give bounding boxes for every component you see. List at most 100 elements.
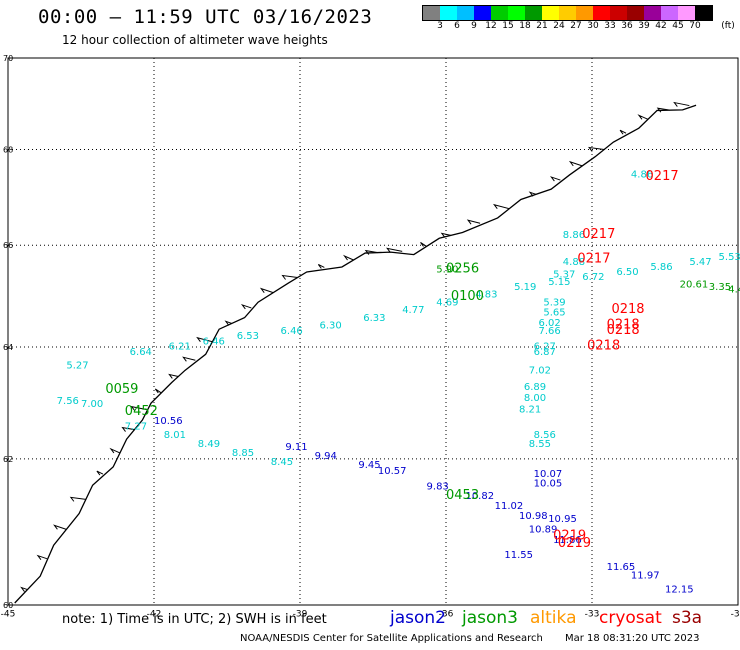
- colorbar-label: 70: [689, 21, 701, 31]
- satellite-legend-s3a: s3a: [672, 608, 703, 628]
- wave-height-value: 6.30: [319, 321, 341, 332]
- wave-height-value: 11.97: [631, 570, 660, 581]
- lat-tick-label: 68: [3, 145, 13, 154]
- wave-height-value: 11.55: [504, 550, 533, 561]
- colorbar-swatch: [661, 6, 678, 20]
- colorbar-label: 6: [454, 21, 460, 31]
- wave-height-value: 11.02: [495, 501, 524, 512]
- wave-height-value: 10.07: [534, 469, 563, 480]
- colorbar-label: 15: [502, 21, 514, 31]
- colorbar-unit: (ft): [721, 21, 735, 31]
- colorbar-swatch: [457, 6, 474, 20]
- colorbar-label: 12: [485, 21, 497, 31]
- wave-height-value: 5.15: [548, 277, 570, 288]
- colorbar-label: 3: [437, 21, 443, 31]
- wave-height-value: 6.64: [130, 347, 152, 358]
- colorbar-swatch: [627, 6, 644, 20]
- colorbar-label: 24: [553, 21, 565, 31]
- wave-height-value: 10.56: [154, 416, 183, 427]
- satellite-legend-jason3: jason3: [462, 608, 518, 628]
- pass-time-label: 0100: [451, 289, 484, 304]
- colorbar-label: 27: [570, 21, 582, 31]
- footer-timestamp: Mar 18 08:31:20 UTC 2023: [565, 633, 700, 644]
- coastline-fjords: [20, 101, 690, 592]
- wave-height-value: 6.53: [237, 331, 259, 342]
- colorbar-swatch: [525, 6, 542, 20]
- wave-height-value: 5.65: [543, 308, 565, 319]
- wave-height-value: 6.89: [524, 382, 546, 393]
- wave-height-value: 9.45: [358, 460, 380, 471]
- wave-height-value: 6.27: [534, 342, 556, 353]
- wave-height-value: 4.77: [402, 305, 424, 316]
- wave-height-value: 10.89: [529, 525, 558, 536]
- colorbar-label: 42: [655, 21, 667, 31]
- wave-height-value: 8.49: [198, 439, 220, 450]
- wave-height-value: 6.02: [538, 318, 560, 329]
- colorbar-swatch: [559, 6, 576, 20]
- wave-height-value: 5.27: [66, 360, 88, 371]
- pass-time-label: 0219: [558, 536, 591, 551]
- colorbar-label: 45: [672, 21, 684, 31]
- wave-height-value: 5.37: [553, 269, 575, 280]
- wave-height-value: 8.86: [563, 230, 585, 241]
- wave-height-value: 7.66: [538, 326, 560, 337]
- wave-height-value: 7.00: [81, 399, 103, 410]
- lon-tick-label: -42: [147, 610, 162, 620]
- wave-height-value: 8.55: [529, 439, 551, 450]
- lon-tick-label: -33: [585, 610, 600, 620]
- colorbar-swatch: [644, 6, 661, 20]
- wave-height-value: 6.46: [281, 326, 303, 337]
- wave-height-value: 7.56: [57, 396, 79, 407]
- colorbar-label: 30: [587, 21, 599, 31]
- colorbar-swatch: [678, 6, 695, 20]
- lat-tick-label: 66: [3, 241, 13, 250]
- lat-tick-label: 70: [3, 54, 13, 63]
- wave-height-value: 8.00: [524, 393, 546, 404]
- wave-height-value: 8.45: [271, 457, 293, 468]
- wave-height-value: 6.87: [534, 347, 556, 358]
- wave-height-value: 12.15: [665, 584, 694, 595]
- wave-height-value: 5.86: [650, 262, 672, 273]
- colorbar-swatch: [695, 6, 712, 20]
- pass-time-label: 0256: [446, 261, 479, 276]
- wave-height-value: 5.19: [514, 282, 536, 293]
- wave-height-value: 9.94: [315, 451, 337, 462]
- wave-height-value: 10.98: [519, 511, 548, 522]
- page-subtitle: 12 hour collection of altimeter wave hei…: [62, 33, 328, 47]
- wave-height-value: 6.21: [169, 342, 191, 353]
- pass-time-label: 0453: [446, 488, 479, 503]
- wave-height-value: 20.61: [680, 280, 709, 291]
- wave-height-value: 4.88: [563, 257, 585, 268]
- lat-tick-label: 62: [3, 455, 13, 464]
- pass-time-label: 0217: [646, 169, 679, 184]
- wave-height-value: 4.83: [475, 290, 497, 301]
- wave-height-value: 8.56: [534, 430, 556, 441]
- pass-time-label: 0452: [125, 404, 158, 419]
- colorbar-swatch: [440, 6, 457, 20]
- wave-height-value: 7.27: [125, 421, 147, 432]
- colorbar-labels: 3 6 9 12 15 18 21 24 27 30 33 36 39 42 45 70 (ft): [422, 21, 740, 33]
- lon-tick-label: -30: [731, 610, 740, 620]
- wave-height-value: 6.72: [582, 272, 604, 283]
- wave-height-value: 8.21: [519, 404, 541, 415]
- colorbar-label: 36: [621, 21, 633, 31]
- pass-time-label: 0218: [607, 323, 640, 338]
- wave-height-value: 11.86: [553, 535, 582, 546]
- satellite-legend-altika: altika: [530, 608, 577, 628]
- colorbar-swatch: [576, 6, 593, 20]
- wave-height-value: 5.53: [719, 252, 740, 263]
- greenland-coastline: [14, 104, 697, 604]
- map-frame: [7, 57, 739, 606]
- colorbar-swatch: [491, 6, 508, 20]
- satellite-legend-jason2: jason2: [390, 608, 446, 628]
- colorbar-swatch: [474, 6, 491, 20]
- wave-height-value: 6.33: [363, 313, 385, 324]
- colorbar-swatch: [508, 6, 525, 20]
- wave-height-value: 4.44: [728, 285, 740, 296]
- wave-height-value: 11.65: [607, 562, 636, 573]
- wave-height-value: 4.86: [631, 170, 653, 181]
- colorbar-label: 9: [471, 21, 477, 31]
- wave-height-value: 5.90: [436, 264, 458, 275]
- pass-time-label: 0218: [587, 339, 620, 354]
